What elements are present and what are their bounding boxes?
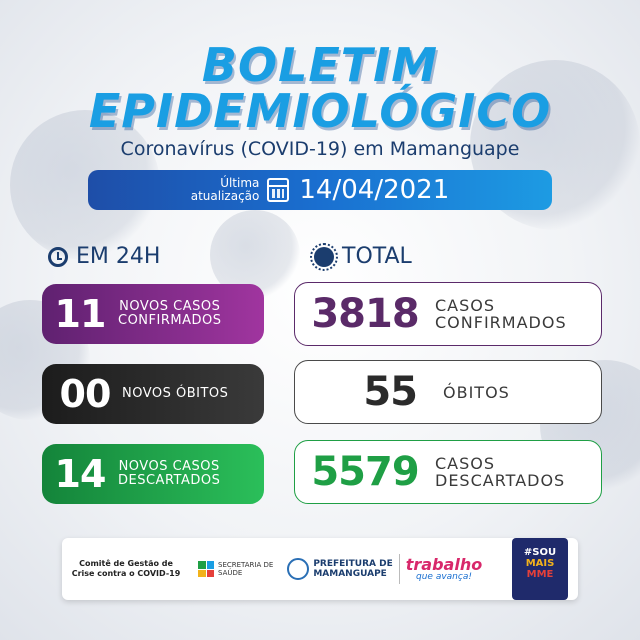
total-discarded-label: CASOS DESCARTADOS	[435, 455, 565, 489]
label-line: DESCARTADOS	[435, 471, 566, 490]
daily-discarded-card: 14 NOVOS CASOS DESCARTADOS	[42, 444, 264, 504]
secretaria-logo: SECRETARIA DE SAÚDE	[198, 561, 273, 577]
section-total-title: TOTAL	[342, 244, 412, 269]
update-label: Última atualização	[191, 177, 260, 203]
secretaria-text: SECRETARIA DE SAÚDE	[218, 561, 273, 577]
prefeitura-logo: PREFEITURA DE MAMANGUAPE	[287, 558, 393, 580]
total-deaths-card: 55 ÓBITOS	[294, 360, 602, 424]
section-24h-title: EM 24H	[76, 244, 161, 269]
label-line: CONFIRMADOS	[435, 313, 567, 332]
label-line: CASOS	[435, 454, 496, 473]
daily-deaths-card: 00 NOVOS ÓBITOS	[42, 364, 264, 424]
calendar-icon	[267, 178, 290, 202]
subtitle: Coronavírus (COVID-19) em Mamanguape	[120, 138, 520, 160]
label-line: NOVOS CASOS	[118, 459, 220, 474]
label-line: DESCARTADOS	[118, 473, 221, 488]
virus-icon	[310, 242, 338, 271]
daily-discarded-value: 14	[54, 452, 107, 496]
label-line: CASOS	[435, 296, 496, 315]
total-confirmed-card: 3818 CASOS CONFIRMADOS	[294, 282, 602, 346]
badge-line-3: MME	[526, 569, 554, 580]
daily-confirmed-label: NOVOS CASOS CONFIRMADOS	[118, 300, 221, 328]
section-total: TOTAL	[310, 242, 412, 271]
slogan-line-1: trabalho	[405, 554, 483, 574]
clock-icon	[48, 246, 68, 267]
update-date: 14/04/2021	[299, 175, 450, 205]
total-confirmed-value: 3818	[311, 291, 419, 337]
committee-line-2: Crise contra o COVID-19	[71, 569, 181, 578]
footer-logos: Comitê de Gestão de Crise contra o COVID…	[62, 538, 578, 600]
daily-confirmed-value: 11	[54, 292, 107, 336]
campaign-badge: #SOU MAIS MME	[512, 538, 568, 600]
daily-deaths-label: NOVOS ÓBITOS	[122, 386, 229, 401]
daily-confirmed-card: 11 NOVOS CASOS CONFIRMADOS	[42, 284, 264, 344]
title-line-1: BOLETIM	[201, 38, 439, 92]
title-line-2: EPIDEMIOLÓGICO	[88, 84, 552, 138]
health-logo-icon	[198, 561, 214, 577]
divider	[398, 554, 400, 584]
prefeitura-line-2: MAMANGUAPE	[313, 569, 387, 579]
total-discarded-value: 5579	[311, 449, 419, 495]
total-confirmed-label: CASOS CONFIRMADOS	[435, 297, 567, 331]
committee-line-1: Comitê de Gestão de	[79, 559, 173, 568]
update-bar: Última atualização 14/04/2021	[88, 170, 552, 210]
label-line: NOVOS CASOS	[119, 299, 221, 314]
city-seal-icon	[287, 558, 310, 580]
badge-line-1: #SOU	[523, 547, 557, 558]
prefeitura-text: PREFEITURA DE MAMANGUAPE	[313, 559, 392, 579]
daily-discarded-label: NOVOS CASOS DESCARTADOS	[118, 460, 220, 488]
update-label-line-1: Última	[220, 176, 260, 190]
slogan-logo: trabalho que avança!	[405, 554, 483, 582]
committee-text: Comitê de Gestão de Crise contra o COVID…	[62, 559, 190, 579]
secretaria-line-1: SECRETARIA DE	[218, 561, 274, 569]
daily-deaths-value: 00	[59, 372, 112, 416]
badge-line-2: MAIS	[525, 558, 555, 569]
secretaria-line-2: SAÚDE	[218, 569, 243, 577]
prefeitura-line-1: PREFEITURA DE	[313, 559, 393, 569]
total-discarded-card: 5579 CASOS DESCARTADOS	[294, 440, 602, 504]
slogan-line-2: que avança!	[416, 571, 472, 582]
update-label-line-2: atualização	[190, 189, 260, 203]
section-24h: EM 24H	[48, 244, 160, 269]
label-line: CONFIRMADOS	[118, 313, 222, 328]
total-deaths-value: 55	[363, 369, 418, 415]
total-deaths-label: ÓBITOS	[443, 382, 510, 402]
